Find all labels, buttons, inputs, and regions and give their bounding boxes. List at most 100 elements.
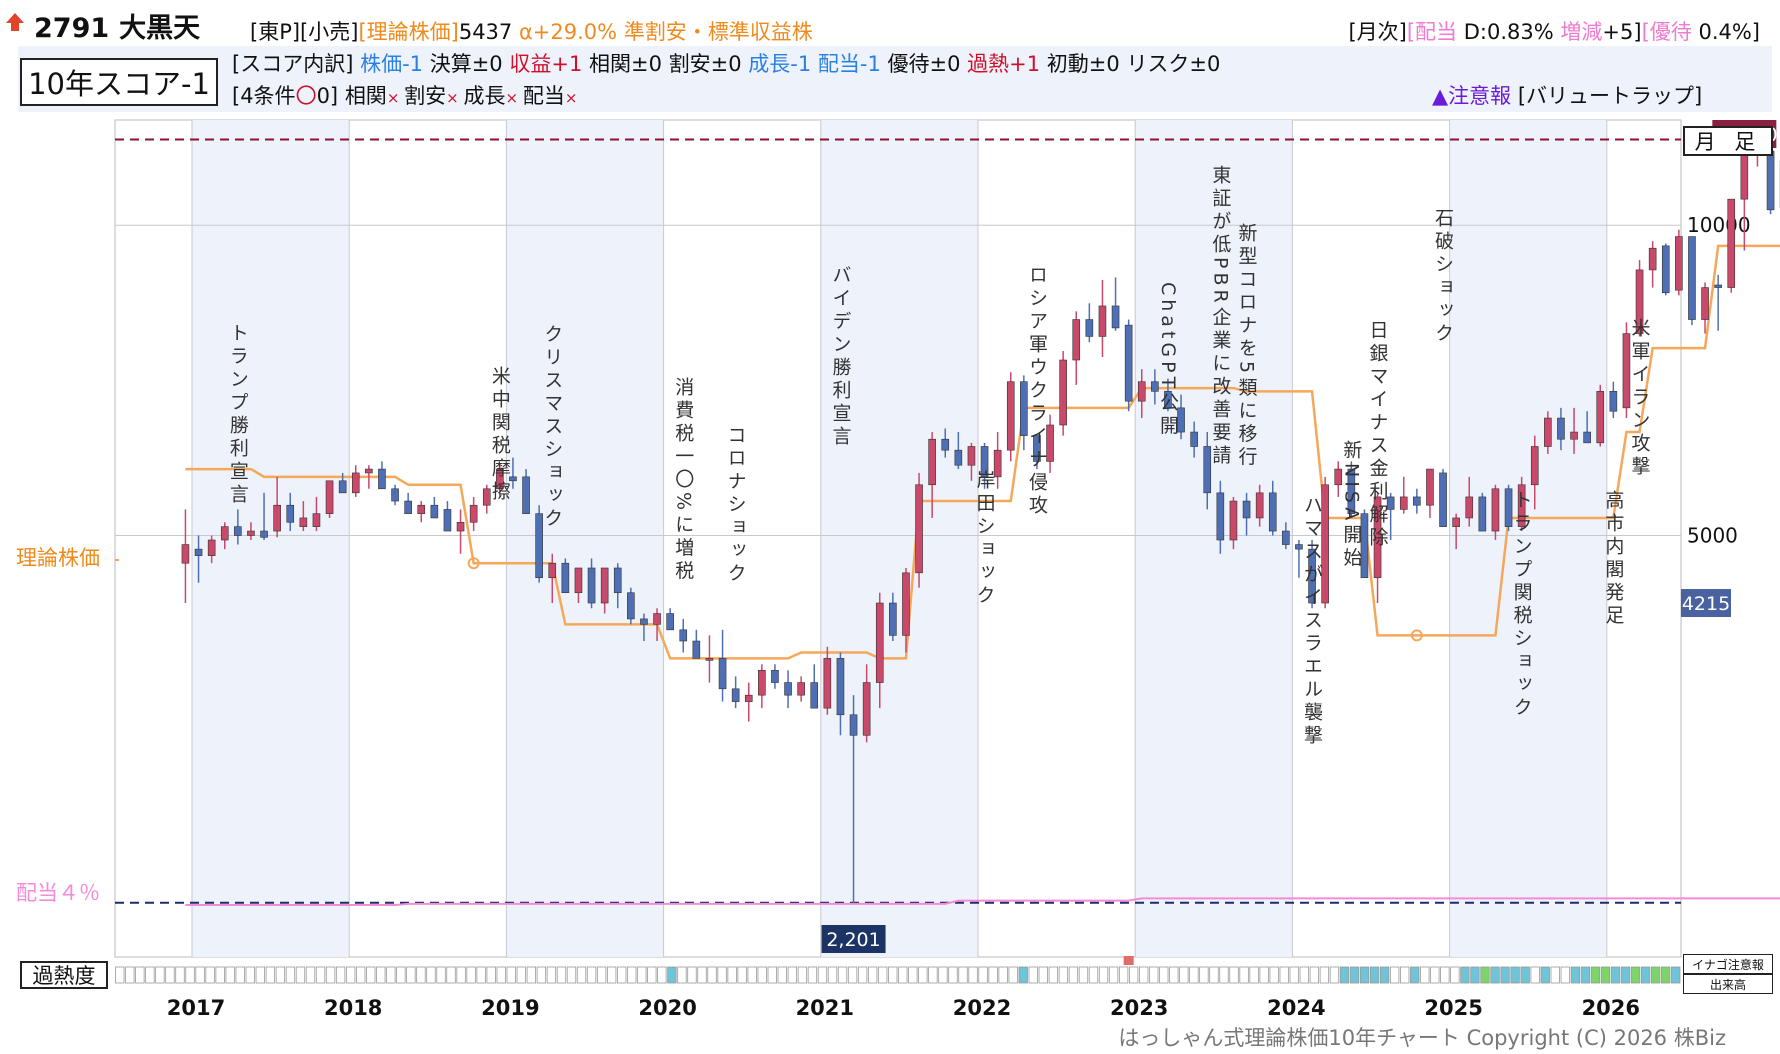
overheat-cell bbox=[1289, 966, 1299, 984]
candle-body bbox=[1020, 381, 1028, 436]
overheat-cell bbox=[335, 966, 346, 984]
candle-body bbox=[535, 513, 543, 579]
overheat-cell bbox=[637, 966, 647, 984]
candle-body bbox=[1386, 496, 1395, 510]
candle-body bbox=[391, 488, 399, 502]
score-item: 割安±0 bbox=[668, 52, 749, 76]
overheat-cell bbox=[1480, 966, 1490, 984]
x-year-label: 2023 bbox=[1110, 996, 1168, 1020]
last-price-label: 4215 bbox=[1682, 593, 1730, 615]
x-year-label: 2021 bbox=[796, 996, 854, 1020]
dividend-value: D:0.83% bbox=[1463, 20, 1554, 44]
overheat-cell bbox=[677, 966, 687, 984]
overheat-cell bbox=[657, 966, 667, 984]
overheat-cell bbox=[416, 966, 426, 984]
candle-body bbox=[1622, 333, 1631, 409]
x-year-label: 2026 bbox=[1582, 996, 1640, 1020]
overheat-cell bbox=[1199, 966, 1209, 984]
overheat-label: 過熱度 bbox=[20, 961, 108, 989]
candle-body bbox=[1164, 391, 1172, 409]
candle-body bbox=[365, 468, 373, 474]
overheat-cell bbox=[1309, 966, 1320, 984]
event-annotation: トランプ勝利宣言 bbox=[227, 323, 249, 507]
candle-body bbox=[1714, 284, 1722, 288]
candle-body bbox=[417, 504, 426, 514]
alpha-value: α+29.0% bbox=[518, 20, 618, 44]
overheat-cell bbox=[767, 966, 777, 984]
candle-body bbox=[1334, 468, 1343, 486]
event-annotation: 日銀マイナス金利解除 bbox=[1367, 320, 1389, 550]
year-band bbox=[1135, 120, 1293, 957]
overheat-cell bbox=[1189, 966, 1199, 984]
overheat-cell bbox=[396, 966, 406, 984]
overheat-cell bbox=[1269, 966, 1279, 984]
overheat-cell bbox=[1610, 966, 1621, 984]
event-annotation: バイデン勝利宣言 bbox=[829, 265, 851, 449]
year-band bbox=[506, 120, 664, 957]
overheat-cell bbox=[476, 966, 486, 984]
year-band bbox=[820, 120, 978, 957]
candle-body bbox=[1321, 484, 1329, 604]
candle-body bbox=[1268, 492, 1277, 532]
x-year-label: 2017 bbox=[167, 996, 225, 1020]
overheat-cell bbox=[1550, 966, 1560, 984]
candle-body bbox=[587, 567, 596, 604]
overheat-cell bbox=[1450, 966, 1460, 984]
candle-body bbox=[627, 592, 635, 620]
y-tick-label: 5000 bbox=[1687, 524, 1738, 548]
overheat-cell bbox=[737, 966, 747, 984]
overheat-cell bbox=[998, 966, 1008, 984]
candle-body bbox=[1478, 496, 1487, 532]
overheat-cell bbox=[436, 966, 446, 984]
score-item: 優待±0 bbox=[887, 52, 968, 76]
score-item: 相関±0 bbox=[588, 52, 669, 76]
change-value: +5] bbox=[1602, 20, 1642, 44]
overheat-cell bbox=[285, 966, 296, 984]
overheat-cell bbox=[1661, 966, 1671, 984]
overheat-cell bbox=[506, 966, 516, 984]
overheat-cell bbox=[1169, 966, 1179, 984]
overheat-cell bbox=[1359, 966, 1370, 984]
event-annotation: ハマスがイスラエル襲撃 bbox=[1301, 495, 1323, 748]
x-year-label: 2020 bbox=[638, 996, 696, 1020]
overheat-cell bbox=[1229, 966, 1239, 984]
candle-body bbox=[1360, 513, 1369, 579]
overheat-cell bbox=[1530, 966, 1540, 984]
overheat-cell bbox=[1108, 966, 1119, 984]
overheat-cell bbox=[1520, 966, 1530, 984]
score-item: 過熱+1 bbox=[967, 52, 1047, 76]
candle-body bbox=[1452, 517, 1460, 527]
candle-body bbox=[194, 548, 203, 556]
candle-body bbox=[482, 488, 491, 506]
candle-body bbox=[600, 567, 609, 604]
candle-body bbox=[220, 526, 229, 541]
overheat-cell bbox=[1400, 966, 1410, 984]
candle-body bbox=[574, 567, 583, 594]
candle-body bbox=[1229, 500, 1238, 541]
y-tick-label: 10000 bbox=[1687, 213, 1751, 237]
overheat-cell bbox=[687, 966, 697, 984]
frequency-selector[interactable]: 月 足 bbox=[1683, 126, 1773, 156]
overheat-cell bbox=[1179, 966, 1189, 984]
stock-name: 大黒天 bbox=[119, 13, 201, 44]
candle-body bbox=[1583, 431, 1591, 444]
candle-body bbox=[1766, 150, 1775, 211]
overheat-cell bbox=[837, 966, 848, 984]
candle-body bbox=[771, 669, 779, 683]
candle-body bbox=[1006, 381, 1015, 451]
volume-legend: 出来高 bbox=[1683, 974, 1773, 994]
candle-body bbox=[496, 468, 504, 490]
candle-body bbox=[1661, 245, 1670, 294]
overheat-cell bbox=[1149, 966, 1159, 984]
overheat-cell bbox=[1028, 966, 1038, 984]
overheat-cell bbox=[1008, 966, 1018, 984]
candle-body bbox=[286, 504, 295, 523]
event-annotation: 米中関税摩擦 bbox=[489, 366, 511, 504]
score-item: 成長-1 bbox=[748, 52, 818, 76]
candle-body bbox=[456, 521, 465, 532]
dividend-label: [配当 bbox=[1406, 20, 1458, 44]
candle-body bbox=[758, 669, 766, 696]
overheat-cell bbox=[1671, 966, 1681, 984]
overheat-cell bbox=[847, 966, 858, 984]
overheat-cell bbox=[215, 966, 225, 984]
